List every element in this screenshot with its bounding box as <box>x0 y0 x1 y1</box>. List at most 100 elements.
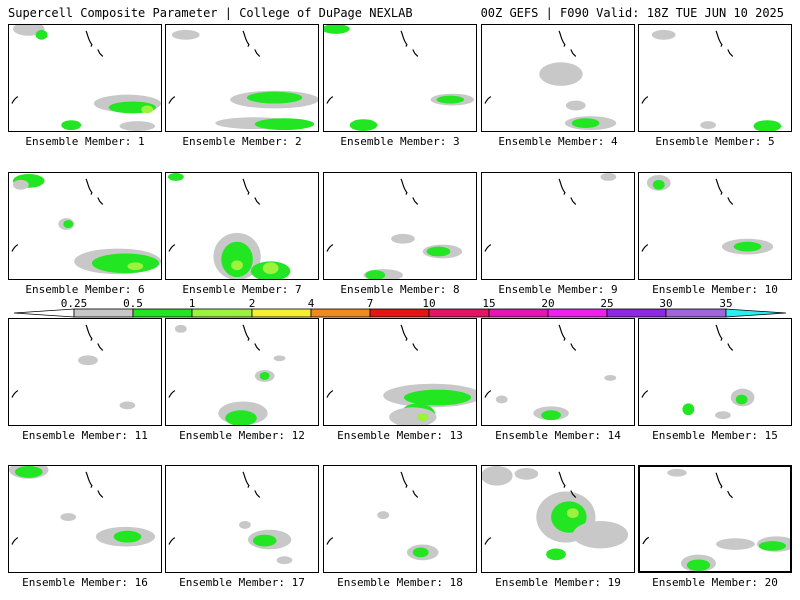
coastline-outline <box>558 471 566 488</box>
ensemble-panel-14[interactable] <box>481 318 635 426</box>
ensemble-panel-7[interactable] <box>165 172 319 280</box>
coastline-outline <box>242 324 250 341</box>
ensemble-member-label: Ensemble Member: 7 <box>182 283 302 296</box>
ensemble-panel-17[interactable] <box>165 465 319 573</box>
scp-map-2 <box>168 29 318 131</box>
scp-contour-area <box>113 530 142 543</box>
scp-contour-area <box>174 324 187 333</box>
ensemble-panel-2[interactable] <box>165 24 319 132</box>
ensemble-panel-9[interactable] <box>481 172 635 280</box>
valid-time-title: 00Z GEFS | F090 Valid: 18Z TUE JUN 10 20… <box>480 6 784 20</box>
coastline-outline <box>400 178 408 195</box>
lake-outline <box>97 490 104 498</box>
coastline-outline <box>242 30 250 47</box>
scp-contour-area <box>254 118 315 131</box>
colorbar-segment <box>251 308 312 318</box>
scp-map-1 <box>11 25 161 131</box>
lake-outline <box>412 343 419 351</box>
scp-contour-area <box>127 262 144 271</box>
bay-outline <box>641 96 649 104</box>
colorbar-tick-label: 0.25 <box>60 297 88 310</box>
scp-contour-area <box>539 62 583 86</box>
scp-contour-area <box>651 29 676 40</box>
ensemble-panel-16[interactable] <box>8 465 162 573</box>
ensemble-panel-11[interactable] <box>8 318 162 426</box>
scp-contour-area <box>141 105 154 114</box>
scp-contour-area <box>349 119 378 131</box>
scp-contour-area <box>14 466 43 478</box>
scp-contour-area <box>495 395 508 404</box>
scp-contour-area <box>652 179 665 190</box>
scp-contour-area <box>225 410 257 425</box>
coastline-outline <box>242 178 250 195</box>
bay-outline <box>168 244 176 252</box>
ensemble-panel-5[interactable] <box>638 24 792 132</box>
lake-outline <box>97 343 104 351</box>
scp-map-15 <box>641 324 755 420</box>
colorbar-tick-label: 15 <box>482 297 496 310</box>
ensemble-member-label: Ensemble Member: 20 <box>652 576 778 589</box>
scp-contour-area <box>566 508 579 519</box>
bay-outline <box>326 390 334 398</box>
scp-contour-area <box>571 118 600 129</box>
ensemble-panel-19[interactable] <box>481 465 635 573</box>
bay-outline <box>326 96 334 104</box>
ensemble-panel-1[interactable] <box>8 24 162 132</box>
scp-contour-area <box>667 468 687 477</box>
ensemble-panel-20[interactable] <box>638 465 792 573</box>
lake-outline <box>570 490 577 498</box>
scp-contour-area <box>541 410 561 421</box>
coastline-outline <box>85 471 93 488</box>
ensemble-member-label: Ensemble Member: 3 <box>340 135 460 148</box>
ensemble-panel-13[interactable] <box>323 318 477 426</box>
scp-contour-area <box>78 355 98 366</box>
scp-map-13 <box>326 324 476 425</box>
coastline-outline <box>715 178 723 195</box>
scp-contour-area <box>246 91 303 104</box>
ensemble-panel-4[interactable] <box>481 24 635 132</box>
scp-contour-area <box>273 355 286 362</box>
coastline-outline <box>715 324 723 341</box>
lake-outline <box>412 49 419 57</box>
scp-contour-area <box>391 233 415 244</box>
scp-contour-area <box>604 374 617 381</box>
ensemble-panel-15[interactable] <box>638 318 792 426</box>
scp-contour-area <box>252 534 277 547</box>
colorbar-tick-label: 1 <box>188 297 196 310</box>
ensemble-panel-8[interactable] <box>323 172 477 280</box>
bay-outline <box>326 244 334 252</box>
scp-contour-area <box>412 547 429 558</box>
scp-contour-area <box>482 466 513 486</box>
bay-outline <box>484 390 492 398</box>
ensemble-member-label: Ensemble Member: 15 <box>652 429 778 442</box>
scp-contour-area <box>63 220 74 228</box>
lake-outline <box>97 49 104 57</box>
bay-outline <box>641 244 649 252</box>
ensemble-panel-18[interactable] <box>323 465 477 573</box>
colorbar-segment <box>191 308 253 318</box>
ensemble-panel-10[interactable] <box>638 172 792 280</box>
coastline-outline <box>85 30 93 47</box>
lake-outline <box>727 490 733 499</box>
ensemble-panel-3[interactable] <box>323 24 477 132</box>
ensemble-member-label: Ensemble Member: 2 <box>182 135 302 148</box>
lake-outline <box>254 343 261 351</box>
ensemble-member-label: Ensemble Member: 8 <box>340 283 460 296</box>
bay-outline <box>484 244 492 252</box>
ensemble-member-label: Ensemble Member: 11 <box>22 429 148 442</box>
lake-outline <box>570 49 577 57</box>
coastline-outline <box>85 324 93 341</box>
ensemble-panel-6[interactable] <box>8 172 162 280</box>
bay-outline <box>168 537 176 545</box>
ensemble-panel-12[interactable] <box>165 318 319 426</box>
lake-outline <box>254 490 261 498</box>
coastline-outline <box>558 30 566 47</box>
scp-contour-area <box>572 520 629 549</box>
lake-outline <box>254 197 261 205</box>
bay-outline <box>168 96 176 104</box>
bay-outline <box>11 390 19 398</box>
scp-contour-area <box>758 541 787 551</box>
colorbar-tick-label: 10 <box>422 297 436 310</box>
ensemble-member-label: Ensemble Member: 10 <box>652 283 778 296</box>
ensemble-member-label: Ensemble Member: 5 <box>655 135 775 148</box>
